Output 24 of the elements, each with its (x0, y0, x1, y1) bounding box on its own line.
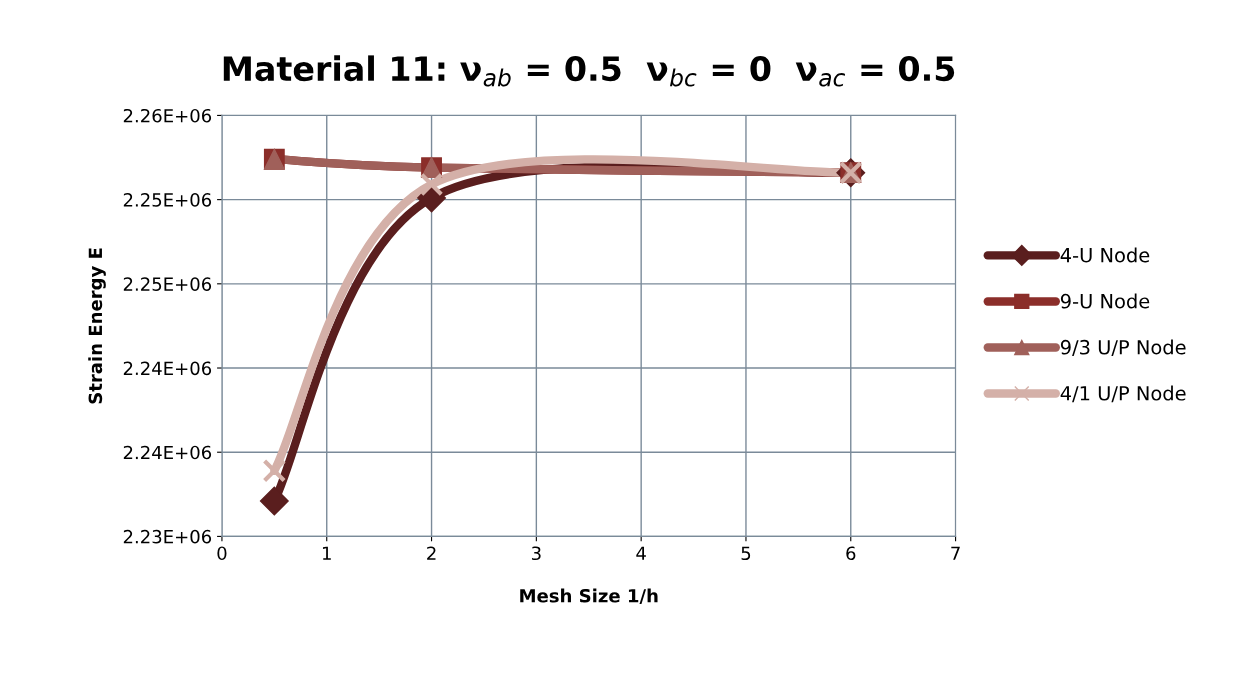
legend-label: 4/1 U/P Node (1060, 385, 1186, 403)
point (259, 486, 289, 516)
y-tick-label: 2.26E+06 (123, 108, 212, 123)
x-tick-label: 4 (636, 546, 646, 560)
point (262, 458, 287, 483)
legend-label: 4-U Node (1060, 247, 1150, 263)
y-tick-label: 2.25E+06 (123, 277, 212, 291)
x-tick-label: 6 (846, 546, 856, 561)
x-tick-label: 0 (217, 546, 227, 561)
x-axis-title: Mesh Size 1/h (520, 588, 658, 604)
y-tick-label: 2.25E+06 (123, 193, 212, 207)
y-tick-label: 2.24E+06 (123, 361, 212, 376)
x-tick-label: 1 (322, 546, 331, 560)
x-tick-label: 2 (427, 546, 436, 560)
x-tick-label: 3 (531, 546, 541, 561)
y-tick-label: 2.24E+06 (123, 445, 212, 460)
point (419, 172, 444, 197)
legend-label: 9-U Node (1060, 293, 1150, 309)
legend-label: 9/3 U/P Node (1060, 339, 1186, 357)
x-tick-label: 5 (741, 546, 751, 561)
y-tick-label: 2.23E+06 (123, 529, 212, 544)
chart-title: Material 11: ν$_{ab}$ = 0.5 ν$_{bc}$ = 0 ν$_{ac}$ = 0.5 (223, 55, 955, 87)
y-axis-title: Strain Energy E (88, 248, 106, 404)
x-tick-label: 7 (951, 546, 960, 560)
